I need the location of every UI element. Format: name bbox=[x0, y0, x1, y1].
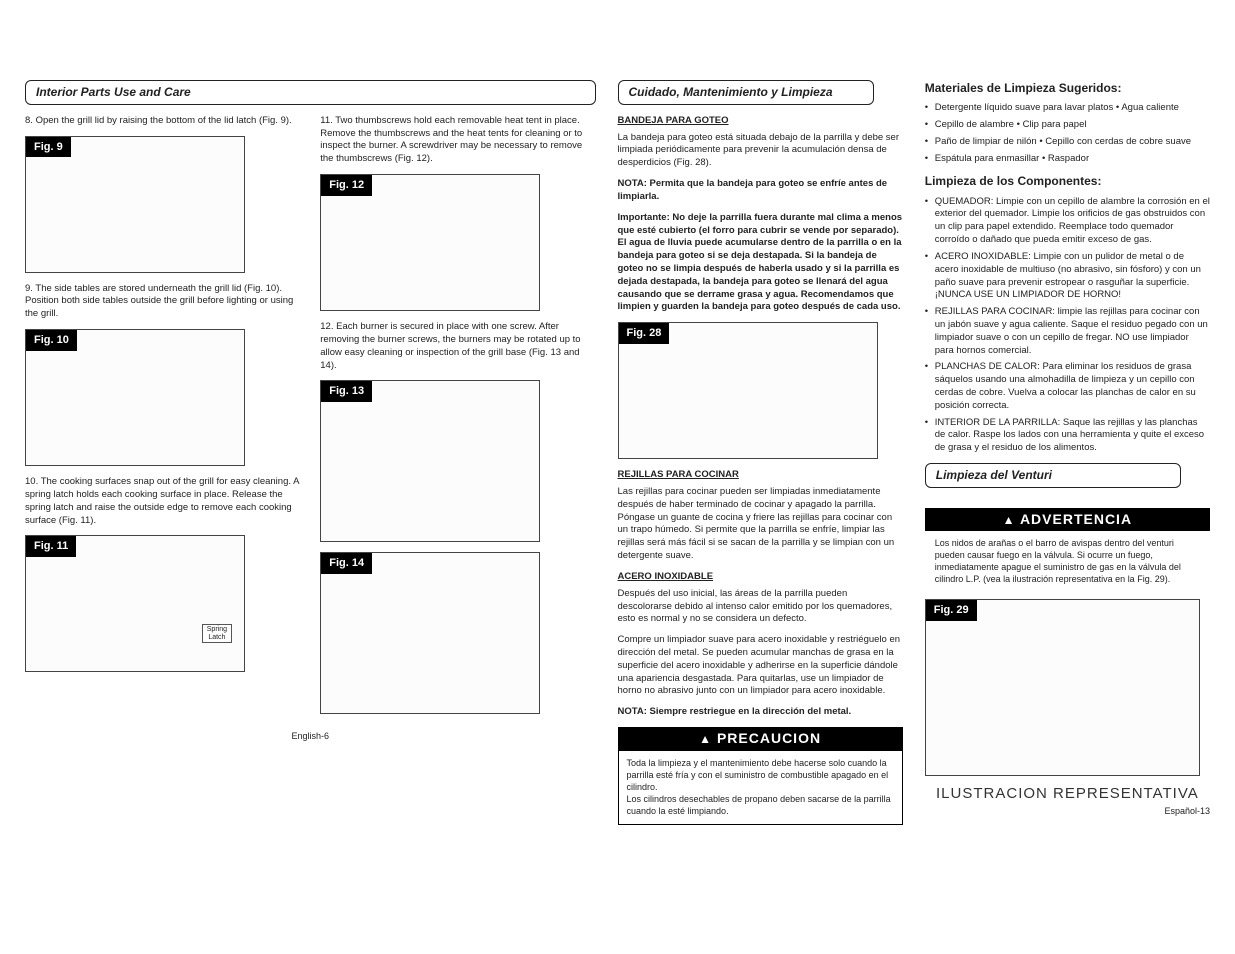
english-col-right: 11. Two thumbscrews hold each removable … bbox=[320, 115, 595, 725]
figure-label: Fig. 10 bbox=[26, 330, 77, 351]
figure-label: Fig. 12 bbox=[321, 175, 372, 196]
spanish-col-2: Materiales de Limpieza Sugeridos: Deterg… bbox=[925, 80, 1210, 934]
step-12: 12. Each burner is secured in place with… bbox=[320, 321, 595, 372]
importante-text: Importante: No deje la parrilla fuera du… bbox=[618, 212, 903, 315]
materials-heading: Materiales de Limpieza Sugeridos: bbox=[925, 80, 1210, 96]
figure-label: Fig. 11 bbox=[26, 536, 76, 557]
left-page: Interior Parts Use and Care 8. Open the … bbox=[25, 80, 596, 934]
precaucion-text: Toda la limpieza y el mantenimiento debe… bbox=[627, 758, 891, 817]
figure-label: Fig. 13 bbox=[321, 381, 372, 402]
list-item: Detergente líquido suave para lavar plat… bbox=[925, 102, 1210, 115]
nota-enfriar: NOTA: Permita que la bandeja para goteo … bbox=[618, 178, 903, 204]
list-item: Paño de limpiar de nilón • Cepillo con c… bbox=[925, 136, 1210, 149]
figure-14: Fig. 14 bbox=[320, 552, 540, 714]
section-title-box-spanish: Cuidado, Mantenimiento y Limpieza bbox=[618, 80, 875, 105]
step-text: The side tables are stored underneath th… bbox=[25, 283, 293, 320]
spanish-col-1: Cuidado, Mantenimiento y Limpieza BANDEJ… bbox=[618, 80, 903, 934]
step-text: Each burner is secured in place with one… bbox=[320, 321, 580, 370]
list-item: ACERO INOXIDABLE: Limpie con un pulidor … bbox=[925, 251, 1210, 302]
warning-icon: ▲ bbox=[1003, 513, 1016, 527]
step-number: 10. bbox=[25, 476, 38, 487]
figure-label: Fig. 14 bbox=[321, 553, 372, 574]
venturi-title-box: Limpieza del Venturi bbox=[925, 463, 1182, 488]
list-item: Cepillo de alambre • Clip para papel bbox=[925, 119, 1210, 132]
acero-text-2: Compre un limpiador suave para acero ino… bbox=[618, 634, 903, 698]
figure-label: Fig. 9 bbox=[26, 137, 71, 158]
list-item: QUEMADOR: Limpie con un cepillo de alamb… bbox=[925, 196, 1210, 247]
section-title-box-english: Interior Parts Use and Care bbox=[25, 80, 596, 105]
bandeja-text: La bandeja para goteo está situada debaj… bbox=[618, 132, 903, 170]
advertencia-bar: ▲ ADVERTENCIA bbox=[925, 508, 1210, 531]
page-footer-english: English-6 bbox=[25, 730, 596, 742]
figure-29: Fig. 29 bbox=[925, 599, 1200, 776]
list-item: INTERIOR DE LA PARRILLA: Saque las rejil… bbox=[925, 417, 1210, 455]
advertencia-text: Los nidos de arañas o el barro de avispa… bbox=[935, 538, 1181, 584]
figure-28: Fig. 28 bbox=[618, 322, 878, 459]
components-heading: Limpieza de los Componentes: bbox=[925, 173, 1210, 189]
figure-illustration bbox=[321, 381, 539, 541]
step-9: 9. The side tables are stored underneath… bbox=[25, 283, 300, 321]
venturi-title: Limpieza del Venturi bbox=[936, 468, 1052, 482]
step-number: 12. bbox=[320, 321, 333, 332]
figure-illustration bbox=[926, 600, 1199, 775]
components-list: QUEMADOR: Limpie con un cepillo de alamb… bbox=[925, 196, 1210, 455]
precaucion-bar: ▲ PRECAUCION bbox=[618, 727, 903, 750]
rejillas-text: Las rejillas para cocinar pueden ser lim… bbox=[618, 486, 903, 563]
figure-label: Fig. 29 bbox=[926, 600, 977, 621]
precaucion-label: PRECAUCION bbox=[717, 730, 821, 746]
step-number: 9. bbox=[25, 283, 33, 294]
bandeja-heading: BANDEJA PARA GOTEO bbox=[618, 115, 903, 128]
list-item: Espátula para enmasillar • Raspador bbox=[925, 153, 1210, 166]
figure-illustration bbox=[321, 553, 539, 713]
nota-restriegue: NOTA: Siempre restriegue en la dirección… bbox=[618, 706, 903, 719]
figure-13: Fig. 13 bbox=[320, 380, 540, 542]
step-8: 8. Open the grill lid by raising the bot… bbox=[25, 115, 300, 128]
rejillas-heading: REJILLAS PARA COCINAR bbox=[618, 469, 903, 482]
english-columns: 8. Open the grill lid by raising the bot… bbox=[25, 115, 596, 725]
list-item: REJILLAS PARA COCINAR: limpie las rejill… bbox=[925, 306, 1210, 357]
section-title-english: Interior Parts Use and Care bbox=[36, 85, 191, 99]
acero-text-1: Después del uso inicial, las áreas de la… bbox=[618, 588, 903, 626]
acero-heading: ACERO INOXIDABLE bbox=[618, 571, 903, 584]
step-text: Open the grill lid by raising the bottom… bbox=[36, 115, 292, 126]
precaucion-box: Toda la limpieza y el mantenimiento debe… bbox=[618, 750, 903, 825]
advertencia-box: Los nidos de arañas o el barro de avispa… bbox=[925, 531, 1210, 592]
warning-icon: ▲ bbox=[699, 732, 712, 746]
section-title-spanish: Cuidado, Mantenimiento y Limpieza bbox=[629, 85, 833, 99]
step-11: 11. Two thumbscrews hold each removable … bbox=[320, 115, 595, 166]
step-text: Two thumbscrews hold each removable heat… bbox=[320, 115, 582, 164]
step-10: 10. The cooking surfaces snap out of the… bbox=[25, 476, 300, 527]
figure-9: Fig. 9 bbox=[25, 136, 245, 273]
materials-list: Detergente líquido suave para lavar plat… bbox=[925, 102, 1210, 165]
page: Interior Parts Use and Care 8. Open the … bbox=[25, 80, 1210, 934]
figure-label: Fig. 28 bbox=[619, 323, 670, 344]
figure-11: Fig. 11 SpringLatch bbox=[25, 535, 245, 672]
step-number: 8. bbox=[25, 115, 33, 126]
english-col-left: 8. Open the grill lid by raising the bot… bbox=[25, 115, 300, 725]
list-item: PLANCHAS DE CALOR: Para eliminar los res… bbox=[925, 361, 1210, 412]
figure-12: Fig. 12 bbox=[320, 174, 540, 311]
spring-latch-callout: SpringLatch bbox=[202, 624, 232, 643]
representative-caption: ILUSTRACION REPRESENTATIVA bbox=[925, 784, 1210, 804]
page-footer-spanish: Español-13 bbox=[925, 805, 1210, 817]
advertencia-label: ADVERTENCIA bbox=[1020, 511, 1132, 527]
figure-10: Fig. 10 bbox=[25, 329, 245, 466]
step-number: 11. bbox=[320, 115, 333, 126]
step-text: The cooking surfaces snap out of the gri… bbox=[25, 476, 299, 525]
